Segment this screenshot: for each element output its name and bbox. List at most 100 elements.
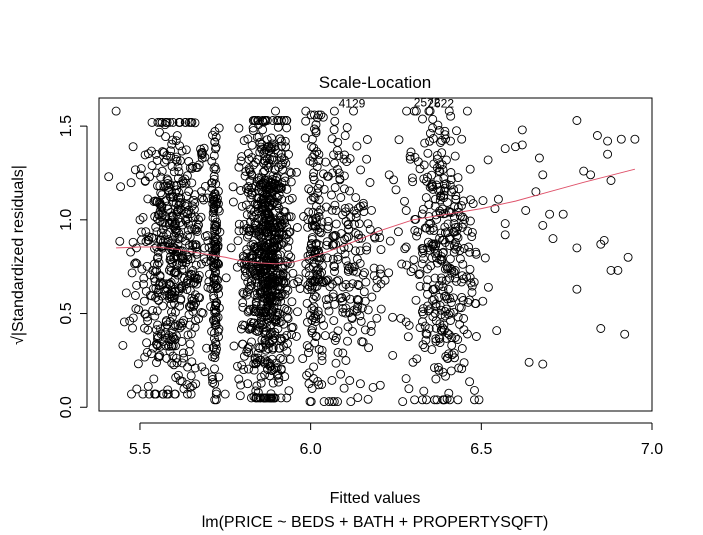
data-point — [439, 186, 449, 196]
data-point — [143, 149, 153, 159]
data-point — [470, 385, 479, 395]
data-point — [349, 262, 359, 272]
data-point — [254, 309, 264, 318]
data-point — [436, 305, 446, 315]
data-point — [407, 173, 417, 183]
data-point — [314, 149, 324, 159]
data-point — [242, 290, 252, 300]
data-point — [419, 386, 429, 396]
points-layer — [104, 106, 640, 407]
data-point — [166, 341, 176, 351]
data-point — [271, 106, 280, 116]
data-point — [274, 377, 283, 387]
data-point — [348, 326, 357, 336]
data-point — [152, 358, 161, 368]
data-point — [137, 227, 146, 237]
data-point — [447, 340, 457, 350]
data-point — [169, 360, 179, 370]
data-point — [276, 136, 286, 146]
data-point — [162, 389, 172, 399]
x-tick-label: 5.5 — [129, 441, 151, 458]
data-point — [411, 106, 421, 116]
data-point — [423, 275, 433, 285]
data-point — [341, 356, 351, 365]
data-point — [285, 354, 295, 364]
data-point — [160, 235, 170, 245]
data-point — [428, 182, 438, 192]
data-point — [423, 306, 433, 316]
data-point — [333, 326, 343, 336]
data-point — [152, 214, 162, 224]
data-point — [184, 347, 194, 357]
data-point — [226, 243, 236, 253]
data-point — [138, 389, 148, 399]
data-point — [572, 116, 582, 125]
data-point — [603, 149, 613, 159]
data-point — [210, 233, 220, 243]
data-point — [247, 187, 257, 197]
data-point — [270, 331, 280, 341]
data-point — [171, 267, 181, 276]
data-point — [375, 264, 385, 274]
data-point — [245, 281, 255, 291]
data-point — [243, 379, 253, 389]
data-point — [169, 192, 178, 202]
data-point — [424, 324, 434, 334]
data-point — [322, 240, 332, 250]
data-point — [438, 395, 448, 405]
data-point — [418, 204, 428, 214]
data-point — [282, 222, 292, 232]
data-point — [250, 354, 260, 364]
data-point — [331, 219, 341, 229]
data-point — [295, 284, 305, 293]
data-point — [282, 393, 292, 403]
data-point — [161, 132, 171, 142]
data-point — [141, 237, 151, 246]
data-point — [266, 274, 276, 284]
data-point — [408, 177, 418, 187]
data-point — [366, 320, 376, 330]
data-point — [166, 266, 176, 276]
data-point — [176, 295, 186, 305]
data-point — [241, 200, 251, 210]
data-point — [267, 354, 277, 364]
data-point — [327, 205, 337, 215]
data-point — [155, 277, 165, 287]
data-point — [422, 223, 431, 233]
data-point — [167, 161, 177, 171]
data-point — [270, 223, 280, 232]
data-point — [151, 222, 161, 232]
data-point — [161, 181, 171, 191]
data-point — [153, 117, 163, 127]
data-point — [253, 116, 263, 125]
data-point — [316, 314, 326, 324]
data-point — [275, 285, 285, 295]
data-point — [238, 302, 248, 312]
data-point — [311, 126, 321, 136]
data-point — [307, 142, 316, 152]
data-point — [287, 297, 297, 307]
data-point — [331, 358, 341, 368]
data-point — [270, 165, 280, 175]
data-point — [186, 209, 196, 219]
data-point — [355, 246, 365, 256]
data-point — [318, 112, 328, 122]
data-point — [327, 375, 337, 385]
data-point — [478, 196, 488, 206]
data-point — [445, 395, 455, 405]
data-point — [450, 353, 459, 363]
data-point — [183, 330, 193, 340]
data-point — [130, 291, 140, 300]
data-point — [363, 219, 373, 229]
data-point — [282, 123, 292, 133]
data-point — [630, 134, 640, 144]
data-point — [465, 273, 475, 282]
data-point — [315, 179, 325, 189]
data-point — [445, 241, 455, 251]
data-point — [170, 307, 180, 317]
data-point — [183, 252, 193, 262]
y-tick-label: 1.0 — [58, 209, 75, 231]
data-point — [247, 337, 256, 347]
x-tick-label: 6.0 — [300, 441, 322, 458]
